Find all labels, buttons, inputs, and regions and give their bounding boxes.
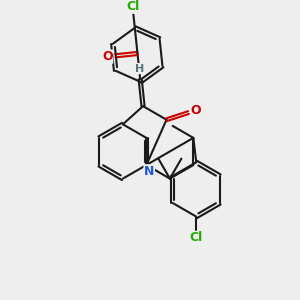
Text: Cl: Cl [190, 231, 203, 244]
Text: N: N [144, 165, 154, 178]
Text: H: H [135, 64, 145, 74]
Text: O: O [102, 50, 113, 63]
Text: O: O [191, 103, 201, 117]
Text: Cl: Cl [127, 0, 140, 13]
